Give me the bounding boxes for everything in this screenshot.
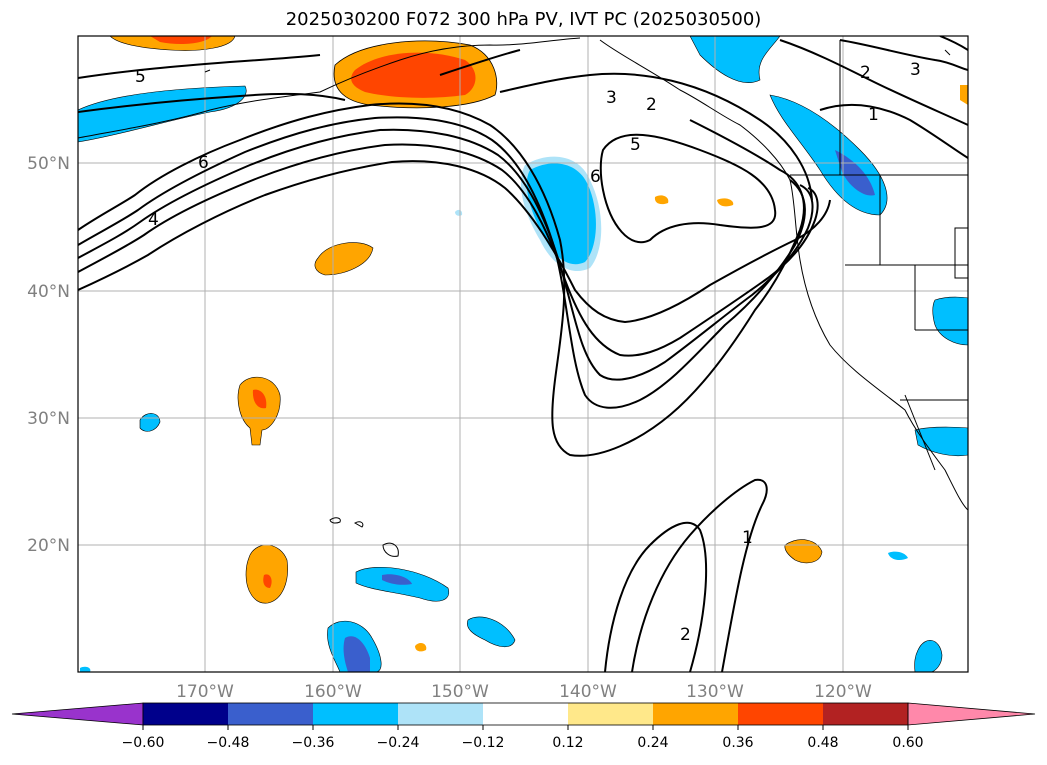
colorbar-swatch — [568, 703, 653, 725]
contour-label: 5 — [630, 135, 641, 155]
lon-label: 150°W — [431, 682, 489, 702]
colorbar-tick-label: 0.48 — [807, 735, 838, 751]
contour-label: 3 — [910, 60, 921, 80]
lon-label: 140°W — [559, 682, 617, 702]
lat-label: 50°N — [27, 154, 70, 174]
colorbar-tick-label: −0.48 — [207, 735, 250, 751]
lat-label: 30°N — [27, 409, 70, 429]
contour-label: 2 — [860, 63, 871, 83]
colorbar-frame — [142, 702, 909, 726]
plot-frame — [77, 35, 969, 673]
lon-label: 170°W — [176, 682, 234, 702]
contour-labels: 5 6 4 3 2 5 6 2 3 1 1 2 — [135, 60, 921, 645]
lat-label: 40°N — [27, 282, 70, 302]
colorbar-swatch — [313, 703, 398, 725]
colorbar-tick-label: 0.24 — [637, 735, 668, 751]
colorbar: −0.60 −0.48 −0.36 −0.24 −0.12 0.12 0.24 0.36 0.4… — [11, 702, 1036, 751]
colorbar-extend-high — [907, 702, 1036, 726]
pv-shading — [78, 36, 968, 672]
gridlines — [78, 36, 968, 672]
colorbar-swatch — [228, 703, 313, 725]
colorbar-extend-low — [11, 702, 144, 726]
colorbar-tick-label: −0.12 — [462, 735, 505, 751]
contour-label: 3 — [606, 88, 617, 108]
colorbar-tick-label: 0.60 — [892, 735, 923, 751]
colorbar-swatch — [143, 703, 228, 725]
colorbar-swatch — [823, 703, 908, 725]
colorbar-swatch — [398, 703, 483, 725]
contour-label: 2 — [646, 95, 657, 115]
colorbar-tick-label: −0.60 — [122, 735, 165, 751]
contour-label: 6 — [590, 167, 601, 187]
colorbar-tick-label: 0.12 — [552, 735, 583, 751]
latitude-labels: 50°N 40°N 30°N 20°N — [27, 154, 70, 556]
colorbar-swatch — [653, 703, 738, 725]
contour-label: 4 — [148, 210, 159, 230]
contour-label: 1 — [742, 528, 753, 548]
contour-label: 6 — [198, 153, 209, 173]
coastlines — [78, 37, 968, 557]
colorbar-tick-label: −0.24 — [377, 735, 420, 751]
contour-label: 5 — [135, 67, 146, 87]
colorbar-swatch — [483, 703, 568, 725]
map-title: 2025030200 F072 300 hPa PV, IVT PC (2025… — [285, 9, 762, 30]
colorbar-swatch — [738, 703, 823, 725]
pv-contours — [78, 36, 968, 672]
longitude-labels: 170°W 160°W 150°W 140°W 130°W 120°W — [176, 682, 872, 702]
lon-label: 160°W — [304, 682, 362, 702]
colorbar-tick-label: −0.36 — [292, 735, 335, 751]
lat-label: 20°N — [27, 536, 70, 556]
lon-label: 120°W — [814, 682, 872, 702]
contour-label: 2 — [680, 625, 691, 645]
contour-label: 1 — [868, 105, 879, 125]
colorbar-tick-label: 0.36 — [722, 735, 753, 751]
lon-label: 130°W — [686, 682, 744, 702]
